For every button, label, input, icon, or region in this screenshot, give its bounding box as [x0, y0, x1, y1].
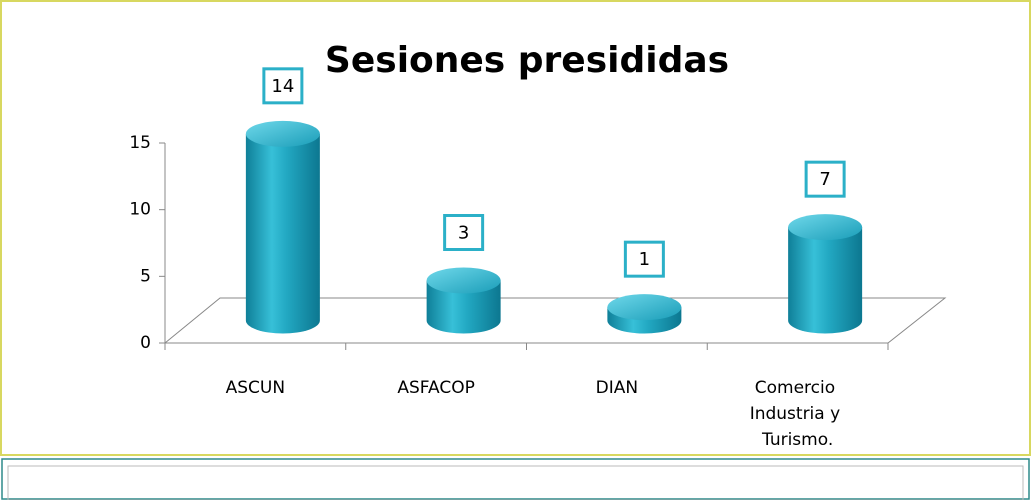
value-label: 14 [271, 76, 294, 97]
bar-top [607, 294, 682, 321]
x-tick-label: ASFACOP [397, 378, 474, 398]
bar [607, 294, 682, 334]
y-tick-label: 5 [140, 266, 151, 286]
value-label: 1 [639, 249, 650, 270]
bar-top [426, 267, 501, 294]
bar-body [426, 280, 501, 334]
y-tick-label: 15 [129, 133, 151, 153]
floor [163, 297, 947, 344]
value-label: 3 [458, 223, 469, 244]
chart-title: Sesiones presididas [325, 40, 729, 81]
bar-body [245, 133, 320, 334]
y-tick-label: 10 [129, 200, 151, 220]
value-label-box [443, 214, 485, 251]
x-tick-label: Comercio Industria y Turismo. [750, 378, 846, 450]
bar [788, 214, 863, 334]
bar [426, 267, 501, 334]
value-label: 7 [819, 169, 830, 190]
bar-top [788, 214, 863, 241]
value-label-box [623, 240, 665, 278]
value-label-box [804, 160, 846, 198]
x-tick-label: ASCUN [226, 378, 285, 398]
footer-inner [7, 465, 1024, 500]
footer-bar [1, 458, 1030, 500]
bar-body [788, 227, 863, 334]
value-label-box [262, 67, 304, 105]
bar [245, 120, 320, 334]
y-tick-label: 0 [140, 333, 151, 353]
bar-top [245, 120, 320, 147]
x-tick-label: DIAN [596, 378, 638, 398]
